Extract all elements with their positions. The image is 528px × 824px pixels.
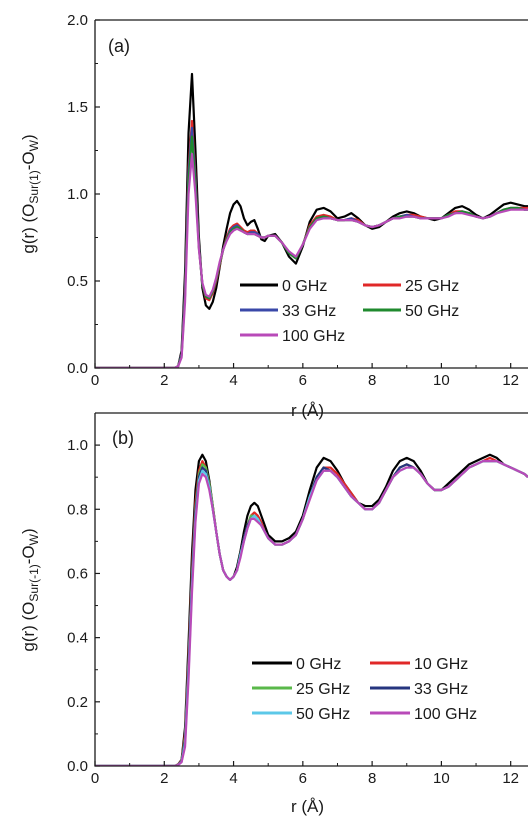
legend-label: 33 GHz [414,681,468,698]
y-axis-title-part: Sur(1) [27,170,41,203]
legend-label: 0 GHz [296,656,341,673]
x-tick-label: 4 [229,770,237,787]
legend-item: 25 GHz [252,681,350,698]
x-tick-label: 10 [433,372,450,389]
x-axis-title: r (Å) [291,401,324,420]
plot-lines [95,72,528,368]
x-axis-title: r (Å) [291,797,324,816]
x-tick-label: 10 [433,770,450,787]
y-tick-label: 0.8 [67,501,88,518]
y-axis-title-part: W [27,139,41,151]
x-tick-label: 4 [229,372,237,389]
x-tick-label: 12 [502,770,519,787]
x-tick-label: 12 [502,372,519,389]
y-axis-title-part: -O [19,151,38,170]
y-tick-label: 1.0 [67,186,88,203]
legend-label: 50 GHz [296,706,350,723]
y-tick-label: 2.0 [67,12,88,29]
y-axis-title-part: W [27,533,41,545]
x-tick-label: 2 [160,372,168,389]
x-tick-label: 8 [368,770,376,787]
y-tick-label: 0.2 [67,694,88,711]
legend-label: 25 GHz [296,681,350,698]
legend-item: 50 GHz [252,706,350,723]
legend-item: 0 GHz [252,656,341,673]
legend-label: 33 GHz [282,303,336,320]
panel-a: 0 2 4 6 8 10 12 0.0 0.5 1.0 1.5 2.0 (a) r (Å) g(r) (OS… [19,12,528,420]
legend-item: 10 GHz [370,656,468,673]
x-tick-label: 0 [91,770,99,787]
legend-item: 33 GHz [240,303,336,320]
legend-item: 100 GHz [370,706,477,723]
legend-label: 50 GHz [405,303,459,320]
legend-label: 100 GHz [414,706,477,723]
y-axis-title-part: ) [19,528,38,534]
legend-item: 50 GHz [363,303,459,320]
legend-label: 0 GHz [282,278,327,295]
panel-label: (b) [112,428,134,448]
legend-label: 10 GHz [414,656,468,673]
y-axis-title: g(r) (OSur(1)-OW) [19,134,41,253]
y-tick-label: 1.0 [67,437,88,454]
y-axis-title-part: ) [19,134,38,140]
plot-lines [95,453,528,766]
legend: 0 GHz 10 GHz 25 GHz 33 GHz 50 GHz 100 GHz [252,656,477,723]
panel-b: 0 2 4 6 8 10 12 0.0 0.2 0.4 0.6 0.8 1.0 (b) r (Å) g(r) … [19,412,528,816]
legend-item: 0 GHz [240,278,327,295]
y-tick-label: 0.6 [67,565,88,582]
x-tick-label: 0 [91,372,99,389]
y-axis-title-part: Sur(-1) [27,564,41,601]
legend-item: 25 GHz [363,278,459,295]
y-axis-title-part: -O [19,545,38,564]
y-tick-label: 1.5 [67,99,88,116]
x-tick-label: 6 [299,372,307,389]
x-tick-label: 8 [368,372,376,389]
y-tick-label: 0.0 [67,360,88,377]
y-axis-title-part: g(r) (O [19,204,38,254]
legend-label: 100 GHz [282,328,345,345]
y-tick-label: 0.0 [67,758,88,775]
legend-label: 25 GHz [405,278,459,295]
y-axis-title-part: g(r) (O [19,602,38,652]
x-tick-label: 6 [299,770,307,787]
x-tick-label: 2 [160,770,168,787]
y-tick-label: 0.4 [67,630,88,647]
panel-label: (a) [108,36,130,56]
y-tick-label: 0.5 [67,273,88,290]
y-axis-title: g(r) (OSur(-1)-OW) [19,528,41,651]
legend-item: 100 GHz [240,328,345,345]
legend: 0 GHz 25 GHz 33 GHz 50 GHz 100 GHz [240,278,459,345]
series-line-100-ghz [95,460,528,766]
legend-item: 33 GHz [370,681,468,698]
series-line-100-ghz [95,152,528,368]
series-line-0-ghz [95,72,528,368]
